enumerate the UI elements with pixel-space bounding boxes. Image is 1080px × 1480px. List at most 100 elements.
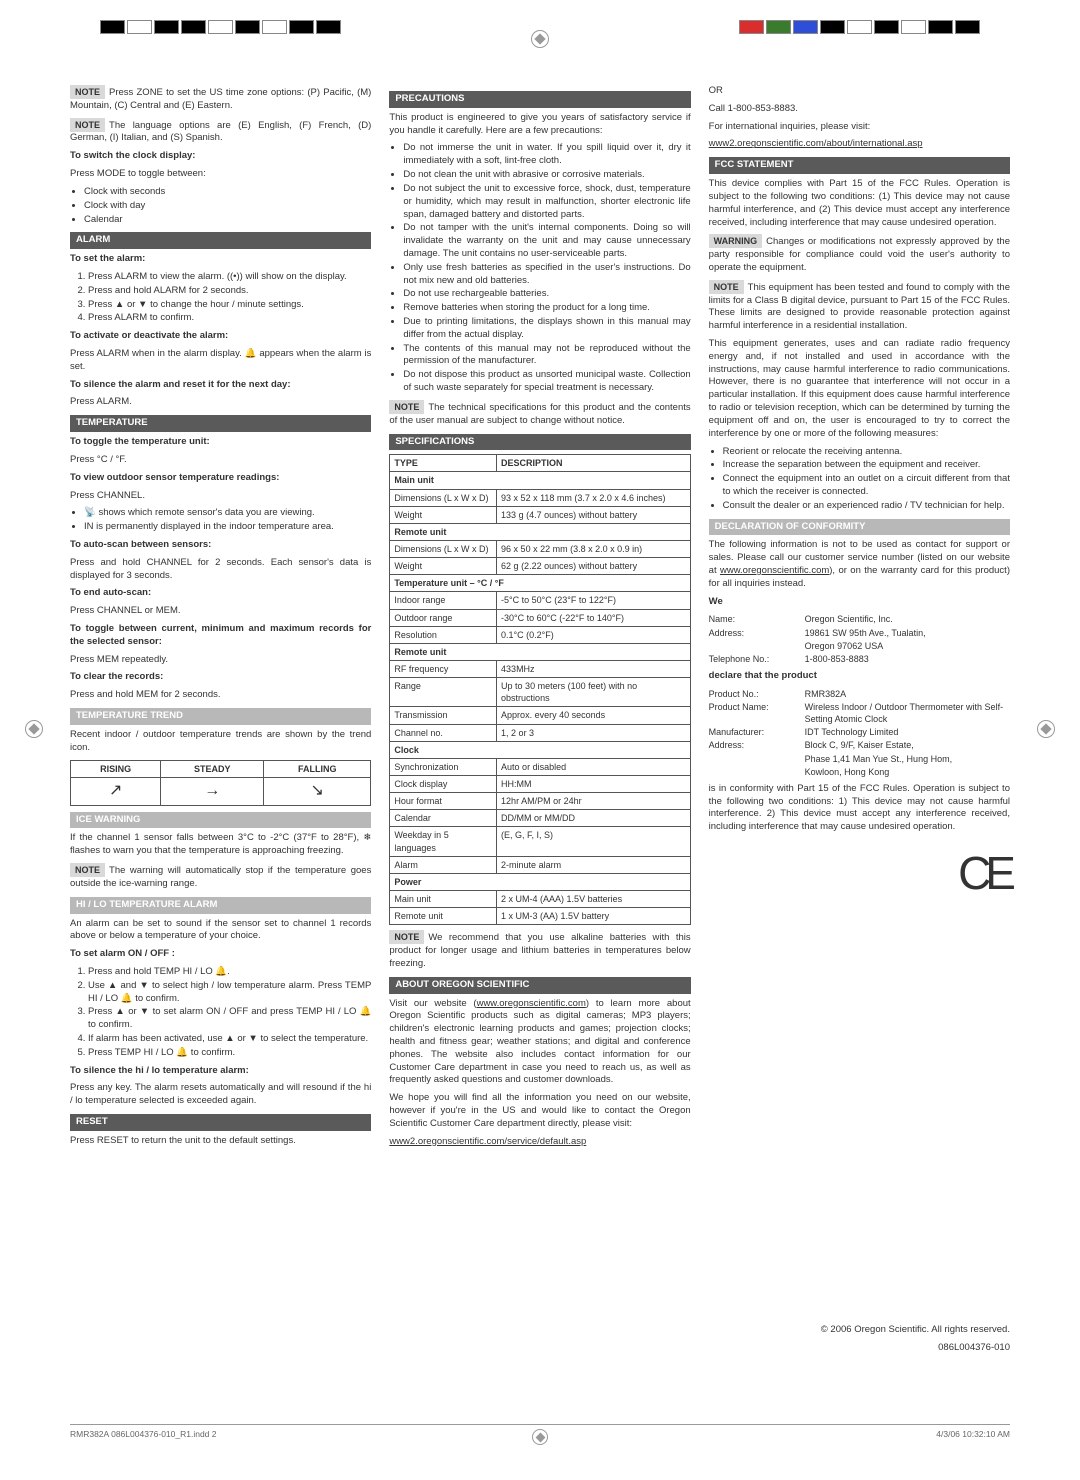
list-item: Due to printing limitations, the display… <box>403 316 690 342</box>
list-item: Reorient or relocate the receiving anten… <box>723 446 1010 459</box>
contact-key <box>709 753 799 765</box>
trend-icon: → <box>161 777 264 805</box>
spec-value: 433MHz <box>497 661 691 678</box>
spec-value: Auto or disabled <box>497 758 691 775</box>
about-link-2[interactable]: www2.oregonscientific.com/service/defaul… <box>389 1136 586 1147</box>
list-item: Press ALARM to view the alarm. ((•)) wil… <box>88 271 371 284</box>
spec-table: TYPEDESCRIPTION Main unitDimensions (L x… <box>389 454 690 925</box>
declare-label: declare that the product <box>709 670 1010 683</box>
list-item: Press and hold TEMP HI / LO 🔔. <box>88 966 371 979</box>
spec-key: Range <box>390 678 497 707</box>
spec-key: Remote unit <box>390 908 497 925</box>
hilo-set-title: To set alarm ON / OFF : <box>70 948 371 961</box>
contact-key: Address: <box>709 627 799 639</box>
trend-table: RISINGSTEADYFALLING ↗→↘ <box>70 760 371 806</box>
column-3: OR Call 1-800-853-8883. For internationa… <box>709 85 1010 1360</box>
note-badge: NOTE <box>709 280 744 294</box>
clear-title: To clear the records: <box>70 671 371 684</box>
togglerec-text: Press MEM repeatedly. <box>70 654 371 667</box>
trend-header: TEMPERATURE TREND <box>70 708 371 725</box>
spec-subheader: Clock <box>390 741 690 758</box>
list-item: Use ▲ and ▼ to select high / low tempera… <box>88 980 371 1006</box>
contact-value: 1-800-853-8883 <box>805 653 1010 665</box>
spec-key: Outdoor range <box>390 609 497 626</box>
spec-key: Synchronization <box>390 758 497 775</box>
list-item: Do not dispose this product as unsorted … <box>403 369 690 395</box>
spec-value: Approx. every 40 seconds <box>497 707 691 724</box>
contact-value: Phase 1,41 Man Yue St., Hung Hom, <box>805 753 1010 765</box>
reg-swatches-left <box>100 20 341 34</box>
list-item: Do not immerse the unit in water. If you… <box>403 142 690 168</box>
alarm-set-title: To set the alarm: <box>70 253 371 266</box>
column-1: NOTEPress ZONE to set the US time zone o… <box>70 85 371 1360</box>
precautions-list: Do not immerse the unit in water. If you… <box>389 142 690 394</box>
trend-col-header: STEADY <box>161 760 264 777</box>
contact-value: 19861 SW 95th Ave., Tualatin, <box>805 627 1010 639</box>
spec-value: Up to 30 meters (100 feet) with no obstr… <box>497 678 691 707</box>
spec-value: -30°C to 60°C (-22°F to 140°F) <box>497 609 691 626</box>
fcc-p1: This device complies with Part 15 of the… <box>709 178 1010 229</box>
reset-text: Press RESET to return the unit to the de… <box>70 1135 371 1148</box>
spec-value: 1 x UM-3 (AA) 1.5V battery <box>497 908 691 925</box>
about-link[interactable]: www.oregonscientific.com <box>477 998 586 1009</box>
contact-key: Telephone No.: <box>709 653 799 665</box>
spec-key: Dimensions (L x W x D) <box>390 541 497 558</box>
autoscan-text: Press and hold CHANNEL for 2 seconds. Ea… <box>70 557 371 583</box>
spec-subheader: Power <box>390 873 690 890</box>
spec-key: Indoor range <box>390 592 497 609</box>
precautions-note: NOTEThe technical specifications for thi… <box>389 400 690 428</box>
trend-icon: ↘ <box>264 777 371 805</box>
note-zone: NOTEPress ZONE to set the US time zone o… <box>70 85 371 113</box>
contact-value: Wireless Indoor / Outdoor Thermometer wi… <box>805 701 1010 725</box>
list-item: If alarm has been activated, use ▲ or ▼ … <box>88 1033 371 1046</box>
spec-subheader: Main unit <box>390 472 690 489</box>
hilo-steps: Press and hold TEMP HI / LO 🔔.Use ▲ and … <box>70 966 371 1060</box>
temperature-header: TEMPERATURE <box>70 415 371 432</box>
contact-key: Product Name: <box>709 701 799 725</box>
registration-target-icon <box>25 720 43 738</box>
switch-clock-list: Clock with secondsClock with dayCalendar <box>70 186 371 226</box>
autoscan-title: To auto-scan between sensors: <box>70 539 371 552</box>
list-item: The contents of this manual may not be r… <box>403 343 690 369</box>
page-columns: NOTEPress ZONE to set the US time zone o… <box>0 0 1080 1400</box>
list-item: Press ▲ or ▼ to change the hour / minute… <box>88 299 371 312</box>
contact-key <box>709 640 799 652</box>
spec-col-desc: DESCRIPTION <box>497 455 691 472</box>
list-item: Remove batteries when storing the produc… <box>403 302 690 315</box>
temp-view-list: 📡 shows which remote sensor's data you a… <box>70 507 371 534</box>
spec-value: 2-minute alarm <box>497 856 691 873</box>
fcc-warning: WARNINGChanges or modifications not expr… <box>709 234 1010 274</box>
contact-value: IDT Technology Limited <box>805 726 1010 738</box>
contact-block-2: Product No.:RMR382AProduct Name:Wireless… <box>709 688 1010 778</box>
spec-subheader: Remote unit <box>390 523 690 540</box>
list-item: Do not clean the unit with abrasive or c… <box>403 169 690 182</box>
hilo-header: HI / LO TEMPERATURE ALARM <box>70 897 371 914</box>
decl-link[interactable]: www.oregonscientific.com <box>720 565 829 576</box>
temp-toggle-title: To toggle the temperature unit: <box>70 436 371 449</box>
endauto-text: Press CHANNEL or MEM. <box>70 605 371 618</box>
contact-key: Product No.: <box>709 688 799 700</box>
alarm-silence-text: Press ALARM. <box>70 396 371 409</box>
list-item: Press and hold ALARM for 2 seconds. <box>88 285 371 298</box>
fcc-header: FCC STATEMENT <box>709 157 1010 174</box>
list-item: Only use fresh batteries as specified in… <box>403 262 690 288</box>
spec-subheader: Remote unit <box>390 643 690 660</box>
spec-note: NOTEWe recommend that you use alkaline b… <box>389 930 690 970</box>
endauto-title: To end auto-scan: <box>70 587 371 600</box>
spec-key: Dimensions (L x W x D) <box>390 489 497 506</box>
togglerec-title: To toggle between current, minimum and m… <box>70 623 371 649</box>
intl-link[interactable]: www2.oregonscientific.com/about/internat… <box>709 138 923 149</box>
list-item: 📡 shows which remote sensor's data you a… <box>84 507 371 520</box>
note-badge: NOTE <box>70 118 105 132</box>
clear-text: Press and hold MEM for 2 seconds. <box>70 689 371 702</box>
list-item: Do not subject the unit to excessive for… <box>403 183 690 221</box>
copyright-2: 086L004376-010 <box>709 1342 1010 1355</box>
spec-key: Hour format <box>390 793 497 810</box>
fcc-measures-list: Reorient or relocate the receiving anten… <box>709 446 1010 513</box>
spec-subheader: Temperature unit – °C / °F <box>390 575 690 592</box>
contact-value: Block C, 9/F, Kaiser Estate, <box>805 739 1010 751</box>
spec-value: HH:MM <box>497 775 691 792</box>
hilo-silence-title: To silence the hi / lo temperature alarm… <box>70 1065 371 1078</box>
spec-value: 133 g (4.7 ounces) without battery <box>497 506 691 523</box>
spec-key: RF frequency <box>390 661 497 678</box>
